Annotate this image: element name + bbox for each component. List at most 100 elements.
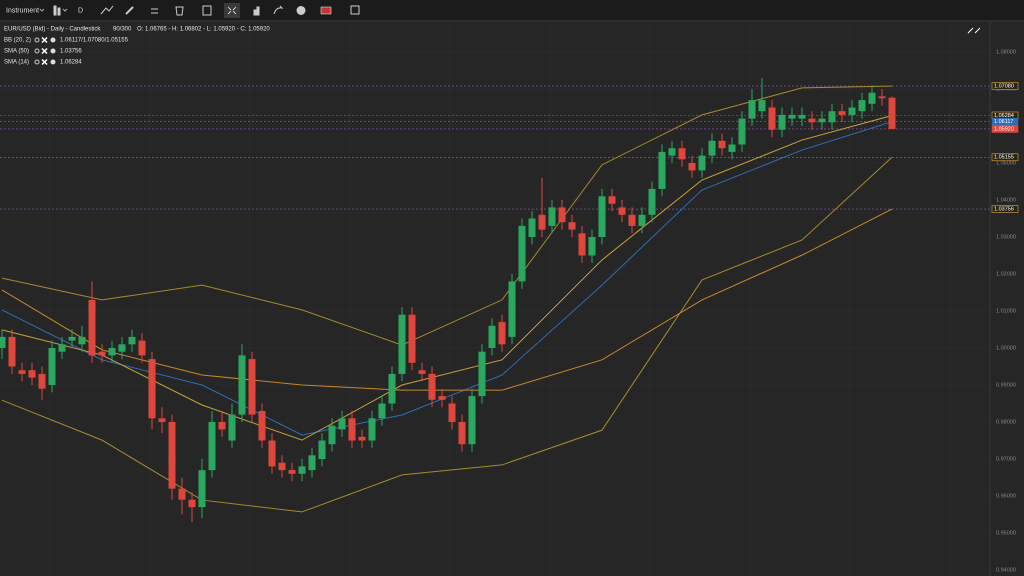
period-menu[interactable]: D	[78, 7, 83, 14]
candle-body	[828, 111, 836, 123]
candle-body	[38, 373, 46, 389]
candle-body	[28, 370, 36, 378]
candle-body	[438, 396, 446, 400]
candle-body	[0, 336, 6, 349]
candle-body	[708, 140, 716, 156]
remove-icon	[41, 36, 48, 44]
candle-body	[68, 336, 76, 341]
legend: EUR/USD (Bid) - Daily - Candlestick 90/3…	[4, 27, 270, 66]
share-icon[interactable]	[273, 5, 284, 15]
candle-body	[118, 344, 126, 352]
fit-icon	[227, 6, 237, 15]
candle-body	[858, 100, 866, 112]
candle-body	[788, 114, 796, 119]
candle-body	[618, 207, 626, 215]
candle-body	[868, 92, 876, 104]
expand-icon[interactable]	[967, 27, 981, 34]
price-label-box	[991, 125, 1019, 133]
candle-body	[488, 325, 496, 349]
y-tick-label: 1.03000	[996, 234, 1016, 240]
delete-icon[interactable]	[175, 6, 184, 16]
candle-body	[608, 196, 616, 204]
settings-icon	[50, 48, 56, 54]
candle-body	[568, 222, 576, 230]
toolbar	[0, 0, 1024, 21]
price-label-box	[991, 153, 1019, 162]
dropdown-arrow	[39, 8, 45, 12]
candle-body	[808, 118, 816, 123]
candle-body	[408, 314, 416, 363]
candle-body	[248, 359, 256, 415]
candle-body	[758, 100, 766, 112]
window-icon[interactable]	[350, 5, 360, 15]
candle-body	[658, 151, 666, 189]
candle-body	[108, 348, 116, 356]
indicator-line	[1, 156, 893, 513]
candle-body	[268, 440, 276, 467]
grid	[0, 22, 990, 576]
volume-icon[interactable]	[253, 9, 257, 16]
candle-body	[648, 188, 656, 215]
candle-body	[278, 462, 286, 471]
candle-body	[158, 418, 166, 423]
candle-body	[58, 344, 66, 352]
layout-icon[interactable]	[202, 5, 212, 16]
indicator-value: 1.06284	[60, 60, 82, 66]
candle-body	[298, 466, 306, 474]
visibility-icon	[34, 48, 40, 54]
candle-body	[578, 233, 586, 256]
candle-body	[428, 373, 436, 400]
candle-body	[238, 355, 246, 415]
candle-body	[548, 207, 556, 226]
candle-body	[318, 440, 326, 460]
candle-body	[518, 225, 526, 282]
candle-body	[188, 499, 196, 508]
price-label: 1.06117	[994, 119, 1013, 125]
y-tick-label: 0.94000	[996, 567, 1016, 573]
candle-body	[338, 418, 346, 430]
legend-title: EUR/USD (Bid) - Daily - Candlestick	[4, 27, 101, 33]
candle-body	[398, 314, 406, 374]
candle-body	[178, 488, 186, 500]
candle-body	[78, 336, 86, 345]
candle-body	[678, 148, 686, 160]
candle-body	[508, 281, 516, 337]
candle-body	[18, 370, 26, 374]
candle-body	[768, 107, 776, 130]
price-label-box	[991, 82, 1019, 90]
candle-body	[628, 214, 636, 226]
candle-body	[218, 422, 226, 430]
theme-icon[interactable]	[296, 6, 306, 15]
draw-tool-icon[interactable]	[100, 5, 114, 15]
candle-body	[668, 148, 676, 156]
language-flag[interactable]	[320, 6, 332, 15]
candle-body	[88, 299, 96, 356]
price-label: 1.05920	[994, 126, 1014, 132]
candle-body	[418, 370, 426, 374]
candle-body	[528, 218, 536, 238]
chart-type-icon[interactable]	[53, 5, 57, 16]
candle-body	[448, 403, 456, 423]
candle-body	[308, 455, 316, 471]
candle-body	[208, 422, 216, 471]
active-button[interactable]	[224, 3, 240, 18]
y-tick-label: 1.00000	[996, 345, 1016, 351]
settings-icon	[50, 59, 56, 65]
pen-tool-icon[interactable]	[125, 6, 134, 15]
instrument-menu[interactable]: Instrument	[6, 7, 39, 14]
y-tick-label: 1.02000	[996, 271, 1016, 277]
candle-body	[358, 436, 366, 441]
candle-body	[468, 396, 476, 445]
price-label: 1.06284	[994, 113, 1014, 119]
candle-body	[888, 97, 896, 129]
candle-body	[258, 410, 266, 441]
y-tick-label: 1.08000	[996, 49, 1016, 55]
candle-body	[378, 403, 386, 419]
y-tick-label: 0.98000	[996, 419, 1016, 425]
candle-body	[198, 470, 206, 508]
candle-body	[288, 470, 296, 474]
candle-body	[388, 373, 396, 404]
indicator-icon[interactable]	[151, 8, 158, 14]
